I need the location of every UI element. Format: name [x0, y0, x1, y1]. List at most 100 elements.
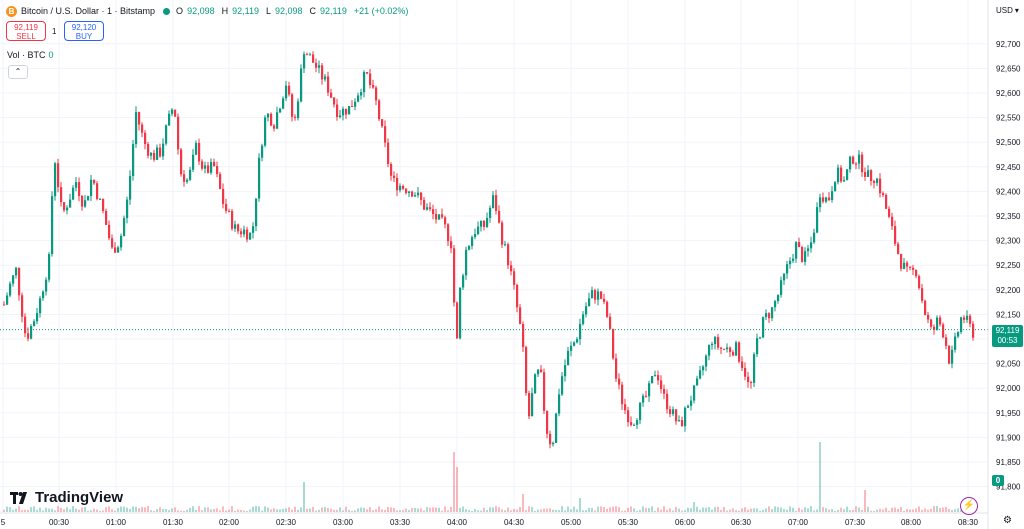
- candle-body: [375, 87, 378, 101]
- volume-bar: [246, 510, 248, 512]
- candle-body: [558, 394, 561, 414]
- tradingview-logo[interactable]: TradingView: [10, 489, 123, 506]
- volume-bar: [753, 508, 755, 512]
- gear-icon[interactable]: ⚙: [1003, 515, 1012, 526]
- candle-body: [162, 143, 165, 157]
- candle-body: [525, 347, 528, 394]
- candle-body: [489, 207, 492, 218]
- volume-bar: [792, 507, 794, 512]
- volume-bar: [531, 506, 533, 512]
- volume-bar: [621, 510, 623, 512]
- x-tick-label: 08:00: [901, 518, 922, 527]
- volume-bar: [717, 506, 719, 512]
- candle-body: [954, 336, 957, 350]
- candle-body: [345, 108, 348, 115]
- candle-body: [672, 409, 675, 414]
- candle-body: [390, 164, 393, 176]
- candle-body: [48, 254, 51, 280]
- candle-body: [186, 179, 189, 182]
- volume-bar: [6, 506, 8, 512]
- candle-body: [153, 152, 156, 160]
- volume-bar: [303, 482, 305, 512]
- candle-body: [783, 273, 786, 281]
- volume-bar: [498, 507, 500, 512]
- candle-body: [18, 267, 21, 296]
- volume-bar: [312, 507, 314, 512]
- candle-body: [108, 224, 111, 239]
- currency-selector[interactable]: USD ▾: [996, 6, 1019, 15]
- volume-bar: [516, 509, 518, 512]
- buy-button[interactable]: 92,120 BUY: [64, 21, 104, 41]
- volume-bar: [957, 508, 959, 512]
- volume-bar: [795, 510, 797, 512]
- candle-body: [873, 181, 876, 184]
- bitcoin-icon: B: [6, 5, 17, 17]
- volume-bar: [57, 506, 59, 512]
- symbol-title[interactable]: Bitcoin / U.S. Dollar · 1 · Bitstamp: [21, 6, 156, 16]
- volume-bar: [933, 506, 935, 512]
- last-price-value: 92,119: [995, 326, 1020, 335]
- volume-bar: [474, 508, 476, 512]
- candle-body: [69, 199, 72, 208]
- candle-body: [741, 361, 744, 368]
- volume-bar: [564, 510, 566, 512]
- volume-bar: [927, 509, 929, 512]
- sell-label: SELL: [16, 32, 36, 41]
- candle-body: [576, 339, 579, 343]
- x-tick-label: 02:00: [219, 518, 240, 527]
- lightning-icon[interactable]: ⚡: [960, 497, 978, 515]
- candle-body: [666, 393, 669, 410]
- collapse-legend-button[interactable]: ⌃: [8, 65, 28, 79]
- candle-body: [747, 376, 750, 383]
- volume-bar: [66, 507, 68, 512]
- volume-bar: [891, 507, 893, 512]
- candle-body: [9, 283, 12, 296]
- candle-body: [540, 369, 543, 373]
- volume-bar: [411, 508, 413, 512]
- candle-body: [120, 235, 123, 248]
- volume-bar: [114, 510, 116, 512]
- volume-bar: [444, 506, 446, 512]
- candle-body: [951, 349, 954, 364]
- candle-body: [429, 207, 432, 210]
- candle-body: [885, 195, 888, 209]
- candle-body: [408, 191, 411, 193]
- volume-value: 0: [48, 50, 54, 60]
- candle-body: [138, 112, 141, 125]
- candle-body: [63, 202, 66, 211]
- price-axis: 92,700 92,650 92,600 92,550 92,500 92,450 92,4…: [987, 0, 1021, 529]
- volume-bar: [24, 509, 26, 512]
- candle-body: [504, 244, 507, 246]
- candle-body: [717, 337, 720, 348]
- candle-body: [309, 54, 312, 56]
- volume-bar: [300, 507, 302, 512]
- candle-body: [915, 269, 918, 277]
- y-tick-label: 92,200: [996, 286, 1021, 295]
- chart-grid: [0, 0, 988, 512]
- volume-bar: [177, 510, 179, 512]
- candle-body: [45, 279, 48, 292]
- high-value: 92,119: [232, 6, 259, 16]
- candle-body: [246, 229, 249, 240]
- volume-bar: [249, 509, 251, 512]
- volume-bar: [720, 509, 722, 512]
- candle-body: [402, 185, 405, 189]
- candle-body: [594, 290, 597, 300]
- volume-bar: [732, 508, 734, 512]
- volume-bar: [195, 509, 197, 512]
- volume-bar: [171, 508, 173, 512]
- volume-bar: [342, 510, 344, 512]
- candle-body: [216, 166, 219, 175]
- candle-body: [870, 170, 873, 182]
- volume-bar: [72, 506, 74, 512]
- candle-body: [543, 372, 546, 411]
- candle-body: [24, 316, 27, 334]
- sell-price: 92,119: [14, 23, 38, 32]
- x-tick-label: 03:00: [333, 518, 354, 527]
- volume-bar: [651, 506, 653, 512]
- market-status-dot-icon: [163, 7, 171, 15]
- sell-button[interactable]: 92,119 SELL: [6, 21, 46, 41]
- volume-bar: [825, 508, 827, 512]
- volume-bar: [855, 506, 857, 512]
